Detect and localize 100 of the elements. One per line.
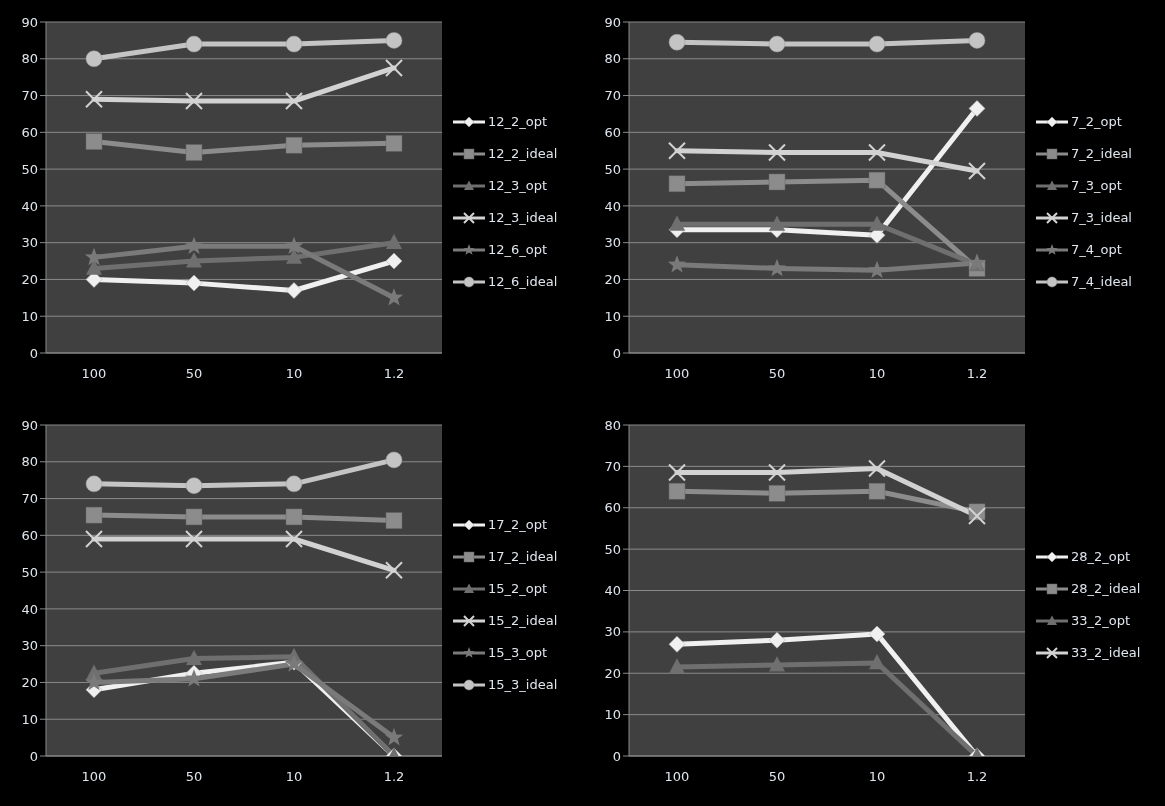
point [85, 530, 103, 549]
y-tick-label: 30 [604, 235, 621, 251]
y-tick-label: 70 [21, 88, 38, 104]
y-tick-label: 60 [604, 500, 621, 516]
point [286, 248, 302, 264]
legend-label: 33_2_opt [1071, 613, 1131, 628]
legend-label: 17_2_opt [488, 517, 548, 532]
point [868, 171, 886, 189]
legend-label: 12_6_ideal [488, 274, 558, 289]
y-tick-label: 10 [604, 707, 621, 723]
y-tick-label: 20 [21, 675, 38, 691]
point [86, 259, 102, 275]
legend-label: 28_2_ideal [1071, 581, 1141, 596]
legend-label: 15_3_opt [488, 645, 548, 660]
x-tick-label: 10 [285, 769, 303, 785]
x-tick-label: 10 [285, 366, 303, 382]
y-tick-label: 90 [21, 14, 38, 30]
point [968, 32, 986, 49]
legend-label: 12_2_ideal [488, 146, 558, 161]
point [869, 215, 885, 231]
legend-label: 7_2_ideal [1071, 146, 1132, 161]
point [968, 161, 986, 180]
point [185, 144, 203, 161]
x-tick-label: 1.2 [966, 366, 988, 382]
point [85, 133, 103, 150]
x-tick-label: 1.2 [383, 769, 405, 785]
x-tick-label: 1.2 [966, 769, 988, 785]
point [385, 252, 403, 270]
point [868, 625, 886, 643]
point [85, 506, 103, 524]
legend-label: 7_4_ideal [1071, 274, 1132, 289]
point [285, 35, 303, 53]
point [285, 282, 303, 299]
x-tick-label: 50 [768, 366, 786, 382]
y-tick-label: 0 [612, 748, 621, 764]
y-tick-label: 20 [21, 272, 38, 288]
point [769, 656, 785, 672]
point [285, 475, 303, 493]
y-tick-label: 60 [604, 124, 621, 140]
point [768, 143, 786, 162]
x-tick-label: 10 [868, 366, 886, 382]
point [385, 512, 403, 529]
point [385, 451, 403, 469]
y-tick-label: 80 [21, 454, 38, 470]
legend-label: 28_2_opt [1071, 549, 1131, 564]
point [769, 215, 785, 231]
point [385, 58, 403, 77]
y-tick-label: 80 [604, 417, 621, 433]
y-tick-label: 30 [21, 638, 38, 654]
point [85, 90, 103, 109]
point [868, 35, 886, 53]
point [768, 35, 786, 53]
point [285, 136, 303, 154]
point [668, 175, 686, 193]
y-tick-label: 30 [604, 624, 621, 640]
y-tick-label: 50 [21, 161, 38, 177]
point [868, 482, 886, 500]
point [669, 215, 685, 231]
y-tick-label: 90 [21, 417, 38, 433]
point [284, 236, 304, 255]
legend-label: 15_2_ideal [488, 613, 558, 628]
x-tick-label: 50 [185, 366, 203, 382]
x-tick-label: 50 [768, 769, 786, 785]
point [185, 35, 203, 53]
point [968, 100, 986, 117]
legend-label: 7_4_opt [1071, 242, 1122, 257]
y-tick-label: 50 [21, 564, 38, 580]
point [669, 658, 685, 674]
x-tick-label: 100 [81, 769, 107, 785]
y-tick-label: 60 [21, 124, 38, 140]
y-tick-label: 40 [604, 198, 621, 214]
y-tick-label: 70 [21, 491, 38, 507]
y-tick-label: 0 [612, 345, 621, 361]
y-tick-label: 80 [604, 51, 621, 67]
y-tick-label: 40 [604, 583, 621, 599]
legend-label: 15_2_opt [488, 581, 548, 596]
y-tick-label: 50 [604, 161, 621, 177]
point [767, 258, 787, 277]
point [185, 274, 203, 292]
y-tick-label: 80 [21, 51, 38, 67]
legend-label: 12_3_opt [488, 178, 548, 193]
x-tick-label: 50 [185, 769, 203, 785]
y-tick-label: 10 [21, 308, 38, 324]
y-tick-label: 0 [29, 748, 38, 764]
point [285, 530, 303, 549]
y-tick-label: 0 [29, 345, 38, 361]
point [868, 459, 886, 478]
point [285, 92, 303, 111]
legend-label: 15_3_ideal [488, 677, 558, 692]
y-tick-label: 30 [21, 235, 38, 251]
point [668, 33, 686, 51]
point [185, 530, 203, 549]
x-tick-label: 10 [868, 769, 886, 785]
y-tick-label: 10 [21, 711, 38, 727]
legend-label: 17_2_ideal [488, 549, 558, 564]
y-tick-label: 70 [604, 88, 621, 104]
x-tick-label: 100 [81, 366, 107, 382]
point [668, 482, 686, 500]
point [868, 143, 886, 162]
legend-label: 12_6_opt [488, 242, 548, 257]
